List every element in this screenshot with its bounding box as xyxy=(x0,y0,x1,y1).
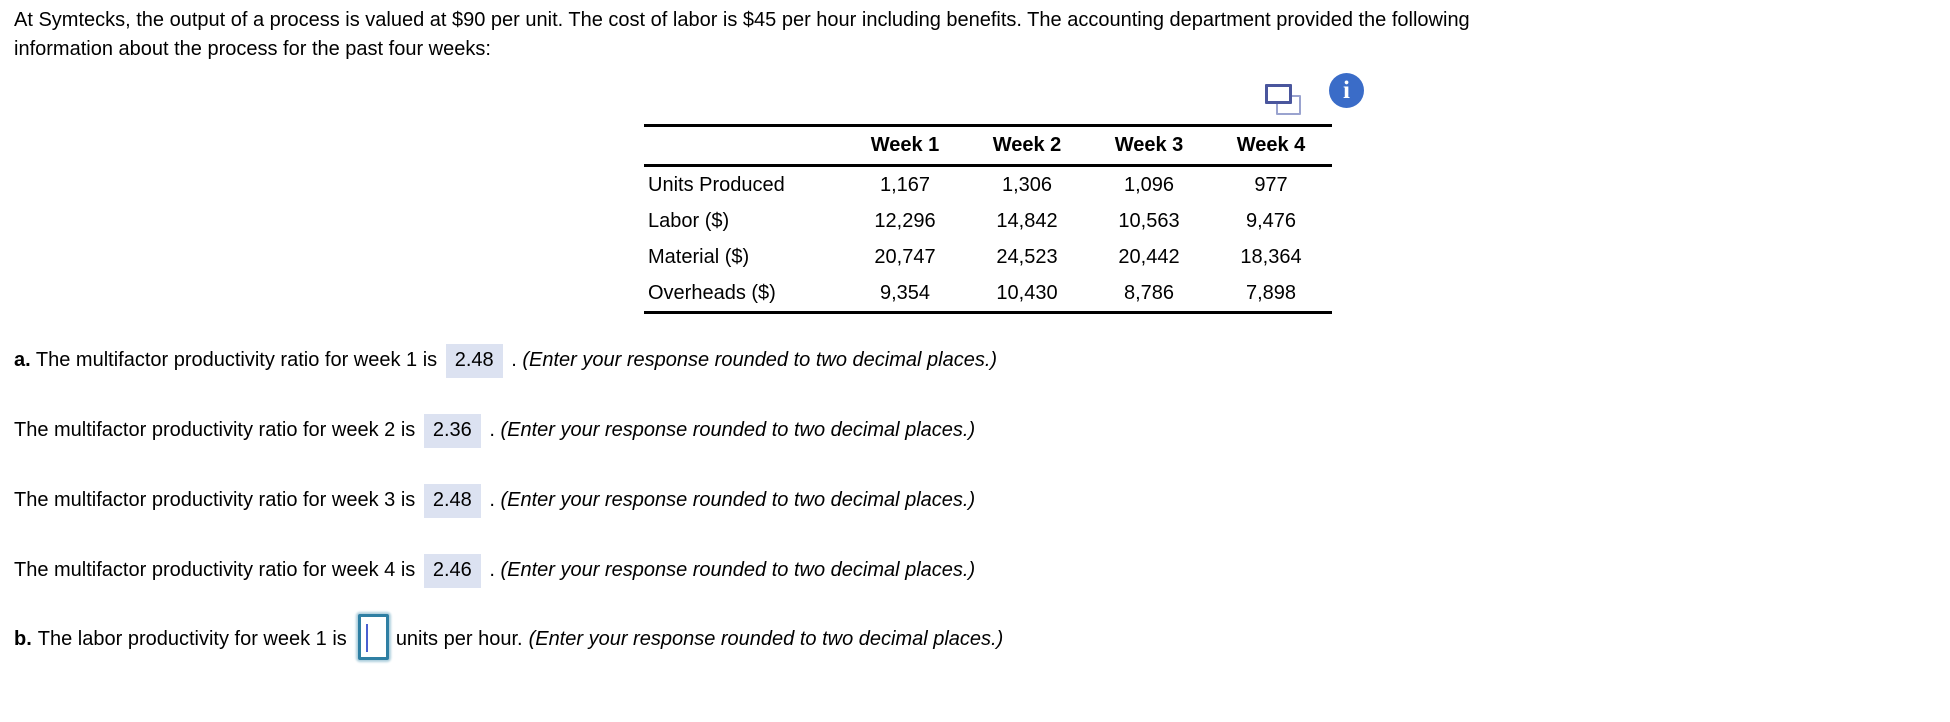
duplicate-icon[interactable] xyxy=(1265,84,1303,115)
question-text: The multifactor productivity ratio for w… xyxy=(14,559,416,581)
cell-value: 9,354 xyxy=(879,281,931,304)
row-label: Material ($) xyxy=(648,245,750,268)
cell-value: 20,747 xyxy=(874,245,936,268)
row-label: Units Produced xyxy=(648,173,785,196)
question-suffix: . xyxy=(489,419,495,441)
labor-productivity-input[interactable] xyxy=(357,614,389,660)
question-note: (Enter your response rounded to two deci… xyxy=(528,628,1004,650)
table-row-units-produced: Units Produced 1,167 1,306 1,096 977 xyxy=(644,166,1332,204)
col-header-week4: Week 4 xyxy=(1210,125,1332,167)
col-header-week2: Week 2 xyxy=(966,125,1088,167)
question-suffix: . xyxy=(511,349,517,371)
cell-value: 10,430 xyxy=(996,281,1058,304)
question-a-week3: The multifactor productivity ratio for w… xyxy=(14,484,975,518)
question-letter: b. xyxy=(14,628,32,650)
problem-statement: At Symtecks, the output of a process is … xyxy=(14,6,1470,64)
question-note: (Enter your response rounded to two deci… xyxy=(500,489,976,511)
cell-value: 20,442 xyxy=(1118,245,1180,268)
cell-value: 977 xyxy=(1254,173,1288,196)
labor-productivity-input-wrap xyxy=(357,614,391,664)
question-b: b. The labor productivity for week 1 is … xyxy=(14,612,1009,666)
table-header-row: Week 1 Week 2 Week 3 Week 4 xyxy=(644,125,1332,167)
table-corner-cell xyxy=(644,125,844,167)
cell-value: 8,786 xyxy=(1123,281,1175,304)
info-icon[interactable]: i xyxy=(1329,73,1364,108)
cell-value: 1,167 xyxy=(879,173,931,196)
question-letter: a. xyxy=(14,349,31,371)
question-note: (Enter your response rounded to two deci… xyxy=(500,559,976,581)
process-data-table-wrap: Week 1 Week 2 Week 3 Week 4 Units Produc… xyxy=(644,124,1332,314)
question-text: The multifactor productivity ratio for w… xyxy=(14,419,416,441)
cell-value: 14,842 xyxy=(996,209,1058,232)
col-header-week3: Week 3 xyxy=(1088,125,1210,167)
info-icon-glyph: i xyxy=(1343,77,1350,104)
cell-value: 9,476 xyxy=(1245,209,1297,232)
question-text: The multifactor productivity ratio for w… xyxy=(35,349,438,371)
row-label: Labor ($) xyxy=(648,209,730,232)
cell-value: 1,096 xyxy=(1123,173,1175,196)
question-note: (Enter your response rounded to two deci… xyxy=(500,419,976,441)
row-label: Overheads ($) xyxy=(648,281,776,304)
duplicate-icon-front-rect xyxy=(1265,84,1292,104)
question-note: (Enter your response rounded to two deci… xyxy=(522,349,998,371)
cell-value: 24,523 xyxy=(996,245,1058,268)
process-data-table: Week 1 Week 2 Week 3 Week 4 Units Produc… xyxy=(644,124,1332,314)
cell-value: 1,306 xyxy=(1001,173,1053,196)
text-caret xyxy=(365,624,368,652)
question-after-input: units per hour. xyxy=(395,628,523,650)
cell-value: 10,563 xyxy=(1118,209,1180,232)
question-a-week4: The multifactor productivity ratio for w… xyxy=(14,554,975,588)
col-header-week1: Week 1 xyxy=(844,125,966,167)
problem-statement-line-1: At Symtecks, the output of a process is … xyxy=(14,9,1470,31)
question-text: The multifactor productivity ratio for w… xyxy=(14,489,416,511)
answer-box-week3[interactable]: 2.48 xyxy=(423,484,481,518)
answer-box-week2[interactable]: 2.36 xyxy=(423,414,481,448)
question-suffix: . xyxy=(489,489,495,511)
cell-value: 12,296 xyxy=(874,209,936,232)
answer-box-week1[interactable]: 2.48 xyxy=(445,344,503,378)
question-a-week1: a. The multifactor productivity ratio fo… xyxy=(14,344,997,378)
problem-statement-line-2: information about the process for the pa… xyxy=(14,38,491,60)
table-row-material: Material ($) 20,747 24,523 20,442 18,364 xyxy=(644,239,1332,275)
question-a-week2: The multifactor productivity ratio for w… xyxy=(14,414,975,448)
question-suffix: . xyxy=(489,559,495,581)
answer-box-week4[interactable]: 2.46 xyxy=(423,554,481,588)
table-row-overheads: Overheads ($) 9,354 10,430 8,786 7,898 xyxy=(644,275,1332,313)
cell-value: 7,898 xyxy=(1245,281,1297,304)
table-row-labor: Labor ($) 12,296 14,842 10,563 9,476 xyxy=(644,203,1332,239)
cell-value: 18,364 xyxy=(1240,245,1302,268)
question-text: The labor productivity for week 1 is xyxy=(37,628,347,650)
